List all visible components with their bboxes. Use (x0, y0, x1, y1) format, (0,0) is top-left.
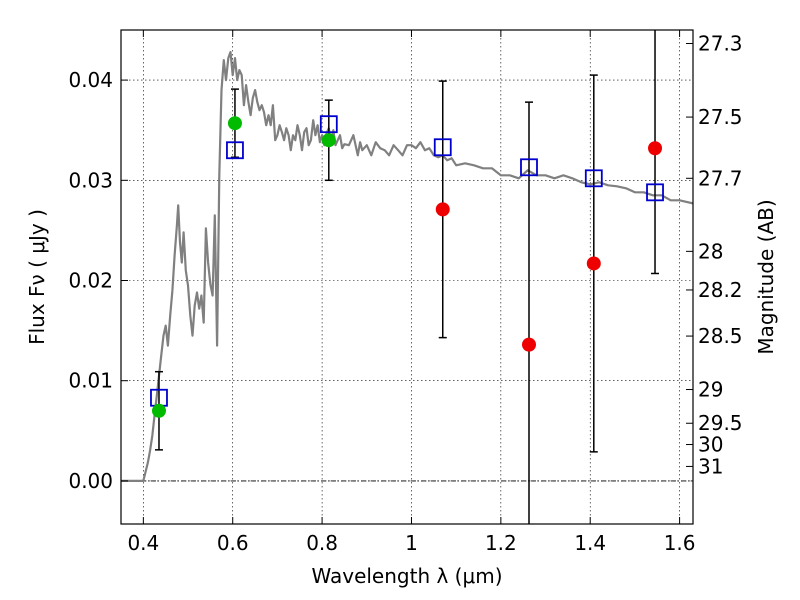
x-tick-label: 1.2 (485, 531, 517, 555)
y-tick-label: 0.03 (68, 168, 113, 192)
y-tick-label: 0.02 (68, 269, 113, 293)
error-bars (154, 30, 660, 524)
x-tick-label: 0.4 (127, 531, 159, 555)
magnitude-tick-label: 27.3 (698, 31, 743, 55)
magnitude-tick-label: 30 (698, 433, 723, 457)
magnitude-tick-label: 27.7 (698, 166, 743, 190)
x-tick-labels: 0.4 0.6 0.8 1 1.2 1.4 1.6 (127, 531, 695, 555)
model-point-square (226, 141, 244, 160)
data-points (150, 115, 664, 418)
detection-point (227, 116, 242, 131)
right-axis-title: Magnitude (AB) (754, 199, 778, 354)
y-tick-labels: 0.00 0.01 0.02 0.03 0.04 (68, 68, 113, 493)
magnitude-tick-label: 28.2 (698, 278, 743, 302)
model-point-square (319, 115, 338, 134)
magnitude-tick-label: 27.5 (698, 105, 743, 129)
model-point-square (584, 169, 603, 188)
low-snr-point (435, 202, 450, 217)
low-snr-point (648, 141, 663, 156)
model-point-square (646, 183, 664, 202)
model-point-square (433, 138, 452, 157)
low-snr-point (586, 256, 601, 271)
magnitude-tick-label: 29 (698, 378, 723, 402)
x-tick-label: 0.8 (306, 531, 338, 555)
low-snr-point (521, 337, 536, 352)
magnitude-tick-label: 28 (698, 239, 723, 263)
detection-point (151, 403, 166, 418)
axis-ticks (121, 30, 693, 524)
detection-point (321, 133, 336, 148)
template-spectrum-line (121, 50, 693, 482)
plot-frame (120, 29, 694, 525)
x-tick-label: 1.6 (664, 531, 696, 555)
x-axis-title: Wavelength λ (μm) (311, 564, 502, 588)
grid (121, 30, 693, 524)
x-tick-label: 0.6 (217, 531, 249, 555)
magnitude-tick-label: 31 (698, 454, 723, 478)
y-tick-label: 0.00 (68, 469, 113, 493)
x-tick-label: 1.4 (574, 531, 606, 555)
magnitude-tick-label: 29.5 (698, 411, 743, 435)
y-tick-label: 0.01 (68, 369, 113, 393)
y-axis-title: Flux Fν ( μJy ) (25, 209, 49, 345)
model-point-square (520, 158, 538, 177)
y-tick-label: 0.04 (68, 68, 113, 92)
x-tick-label: 1 (405, 531, 418, 555)
magnitude-tick-label: 28.5 (698, 324, 743, 348)
